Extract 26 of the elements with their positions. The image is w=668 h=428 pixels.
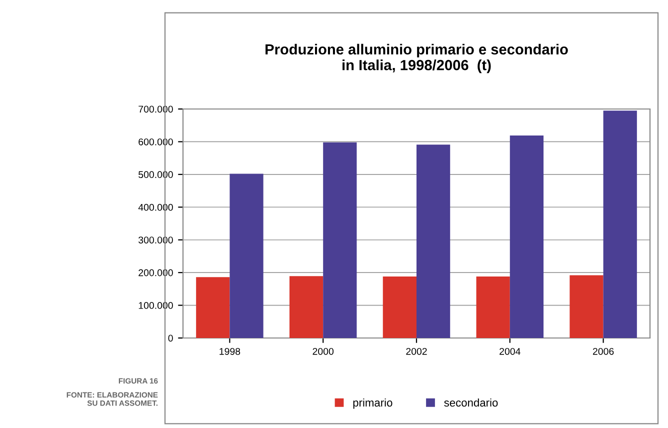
- y-tick-label: 700.000: [138, 106, 173, 113]
- y-tick-label: 200.000: [138, 269, 173, 276]
- x-tick-label: 2004: [500, 348, 520, 355]
- legend-label: primario: [353, 398, 392, 409]
- y-tick-label: 600.000: [138, 138, 173, 146]
- y-tick-label: 300.000: [138, 236, 173, 244]
- bar: [603, 110, 637, 338]
- bar: [289, 276, 324, 338]
- x-tick-label: 2002: [406, 348, 427, 355]
- y-tick-label: 0: [168, 334, 173, 342]
- bar: [476, 276, 510, 338]
- bar: [323, 142, 357, 338]
- y-tick-label: 100.000: [138, 302, 173, 309]
- bar: [230, 174, 264, 338]
- bar: [570, 275, 604, 338]
- chart-title: Produzione alluminio primario e secondario in Italia, 1998/2006 (t): [266, 44, 568, 74]
- y-tick-label: 400.000: [138, 204, 173, 211]
- bar: [382, 276, 416, 338]
- x-tick-label: 2000: [312, 348, 334, 355]
- y-tick-label: 500.000: [138, 171, 173, 178]
- legend-label: secondario: [444, 398, 498, 407]
- x-tick-label: 1998: [220, 348, 240, 355]
- bar: [510, 136, 544, 338]
- bar: [196, 277, 230, 338]
- x-tick-label: 2006: [592, 348, 614, 355]
- bar: [416, 144, 450, 338]
